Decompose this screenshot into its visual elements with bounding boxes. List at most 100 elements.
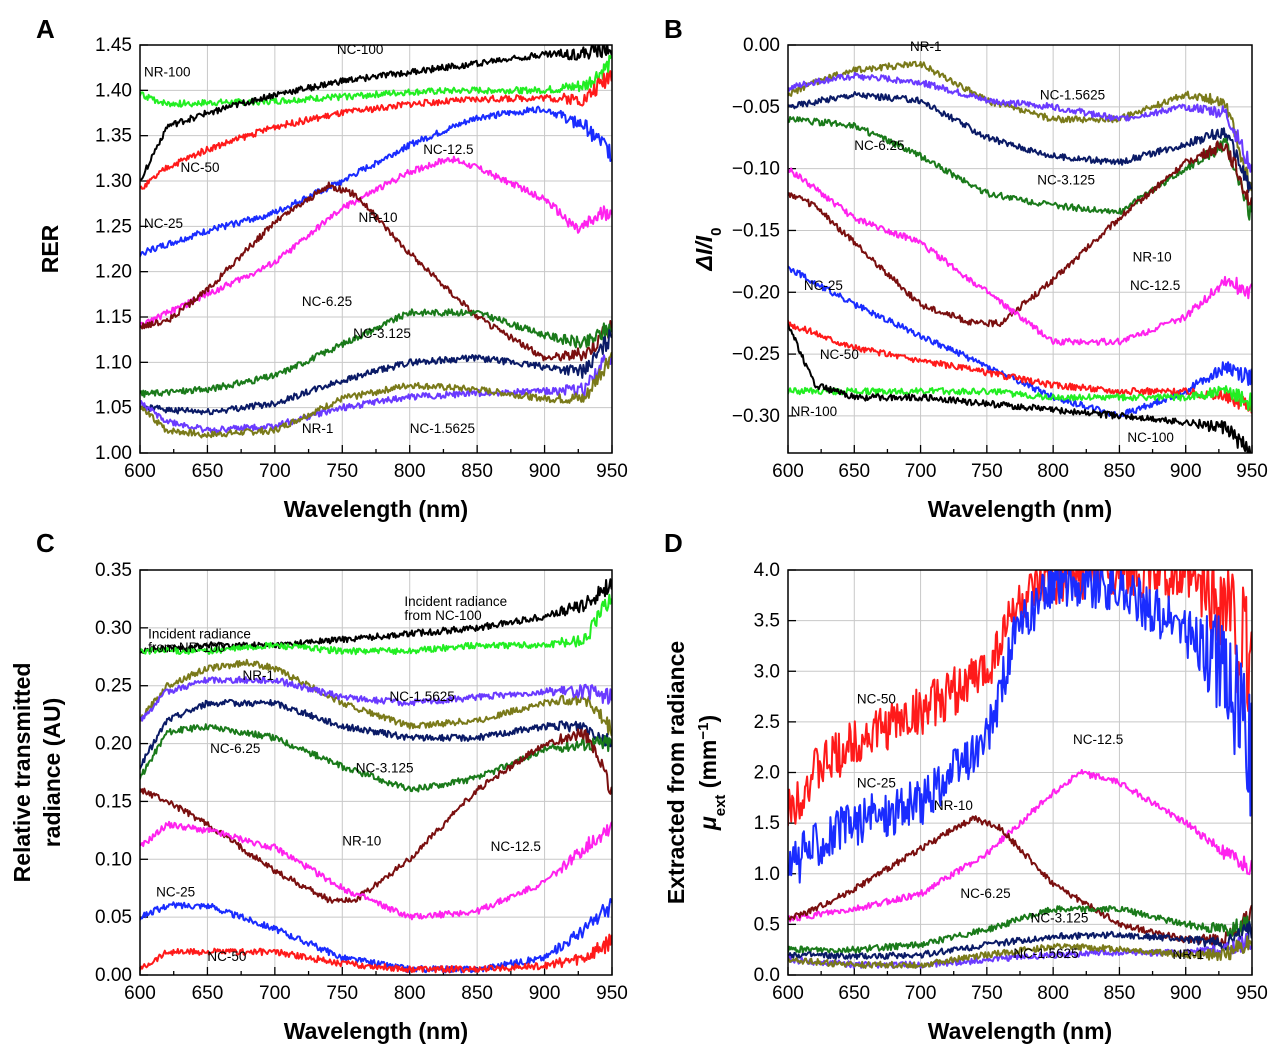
y-tick-label: 0.30 [95, 618, 132, 639]
y-tick-label: 3.5 [754, 611, 780, 632]
annotation-label: NR-1 [242, 668, 274, 683]
x-tick-label: 750 [326, 461, 358, 482]
annotation-label: NR-10 [1133, 249, 1172, 264]
chart-panel-b: 600 650 700 750 800 850 900 950 0.00 −0.05 −0.10 −0… [691, 35, 1268, 522]
annotation-label: NR-100 [144, 65, 191, 80]
series-line-nr-1 [788, 60, 1252, 192]
x-tick-label: 700 [905, 983, 937, 1004]
series-line-nc-50 [788, 319, 1252, 414]
annotation-label: NC-3.125 [1031, 910, 1089, 925]
annotation-label: NC-100 [1127, 430, 1174, 445]
series-line-incident-radiance-from-nc-100 [140, 578, 612, 654]
x-tick-label: 700 [259, 461, 291, 482]
x-axis-title: Wavelength (nm) [928, 496, 1112, 522]
y-axis-title-line: Relative transmitted [9, 663, 35, 883]
annotation-label: NC-12.5 [491, 839, 541, 854]
series-line-nc-6-25 [140, 308, 612, 398]
series-line-nc-3-125 [788, 91, 1252, 193]
y-tick-label: 0.05 [95, 907, 132, 928]
x-tick-label: 650 [838, 461, 870, 482]
series-line-nc-3-125 [140, 329, 612, 416]
annotation-label: NC-12.5 [1073, 732, 1123, 747]
y-tick-label: 1.5 [754, 813, 780, 834]
series-line-nc-6-25 [788, 116, 1252, 221]
y-tick-label: 0.25 [95, 676, 132, 697]
x-tick-label: 800 [1037, 983, 1069, 1004]
x-tick-label: 900 [529, 461, 561, 482]
annotation-label: NR-10 [358, 210, 397, 225]
annotation-label: from NC-100 [404, 608, 481, 623]
x-axis-title: Wavelength (nm) [284, 496, 468, 522]
y-tick-label: 2.5 [754, 712, 780, 733]
y-tick-label: 0.5 [754, 914, 780, 935]
y-tick-label: 0.00 [95, 965, 132, 986]
annotation-label: NC-50 [857, 692, 896, 707]
series-line-nc-25 [140, 105, 612, 258]
annotation-label: NR-1 [302, 421, 334, 436]
annotation-label: NC-25 [804, 278, 843, 293]
annotation-label: NC-12.5 [1130, 278, 1180, 293]
plot-frame [787, 569, 1253, 976]
annotation-label: Incident radiance [404, 594, 507, 609]
panel-letter-d: D [664, 528, 683, 558]
x-tick-label: 900 [1170, 461, 1202, 482]
x-tick-label: 900 [529, 983, 561, 1004]
annotation-label: NC-3.125 [353, 326, 411, 341]
x-tick-label: 700 [905, 461, 937, 482]
x-tick-label: 600 [124, 461, 156, 482]
annotation-label: NR-1 [1172, 947, 1204, 962]
x-tick-label: 800 [394, 983, 426, 1004]
y-axis-title-line: μext (mm−1) [695, 715, 729, 831]
y-tick-label: 1.10 [95, 352, 132, 373]
annotation-label: NC-12.5 [423, 142, 473, 157]
y-tick-label: 1.00 [95, 443, 132, 464]
annotation-label: NC-25 [156, 884, 195, 899]
y-tick-label: −0.20 [732, 282, 780, 303]
plot-frame [787, 44, 1253, 454]
series-line-nc-12-5 [140, 155, 612, 329]
panel-letter-a: A [36, 14, 55, 44]
y-tick-label: 0.15 [95, 791, 132, 812]
annotation-label: NC-6.25 [302, 294, 352, 309]
series-line-nc-6-25 [788, 905, 1252, 954]
x-tick-label: 650 [192, 983, 224, 1004]
annotation-label: NC-6.25 [854, 138, 904, 153]
y-tick-label: −0.25 [732, 344, 780, 365]
y-tick-label: 2.0 [754, 763, 780, 784]
series-line-nc-100 [788, 323, 1252, 453]
annotation-label: Incident radiance [148, 626, 251, 641]
y-tick-label: 0.20 [95, 734, 132, 755]
x-tick-label: 800 [1037, 461, 1069, 482]
x-tick-label: 850 [1104, 461, 1136, 482]
x-tick-label: 950 [1236, 461, 1268, 482]
chart-panel-c: 600 650 700 750 800 850 900 950 0.00 0.05 0.10 0.15… [9, 560, 628, 1044]
y-tick-label: 1.05 [95, 398, 132, 419]
chart-panel-a: 600 650 700 750 800 850 900 950 1.00 1.05 1.10 1.15… [37, 35, 628, 522]
series-line-nc-50 [788, 570, 1252, 827]
x-tick-label: 750 [971, 461, 1003, 482]
series-line-nr-1 [788, 935, 1252, 969]
series-line-nr-1 [140, 658, 612, 737]
series-line-nr-100 [788, 385, 1252, 413]
y-tick-label: 1.30 [95, 171, 132, 192]
y-tick-label: 1.45 [95, 35, 132, 56]
x-tick-label: 600 [772, 983, 804, 1004]
y-tick-label: −0.10 [732, 159, 780, 180]
y-tick-label: 3.0 [754, 661, 780, 682]
series-line-nc-12-5 [788, 769, 1252, 923]
series-line-nr-10 [788, 815, 1252, 947]
y-axis-title: RER [37, 224, 63, 273]
series-line-nc-50 [140, 933, 612, 974]
y-tick-label: 1.35 [95, 126, 132, 147]
series-line-nc-25 [788, 570, 1252, 884]
x-tick-label: 950 [596, 983, 628, 1004]
annotation-label: NR-1 [910, 39, 942, 54]
y-axis-title-line: radiance (AU) [39, 698, 65, 848]
annotation-label: NC-1.5625 [1040, 87, 1105, 102]
series-line-nr-100 [140, 53, 612, 108]
series-line-nc-1-5625 [140, 675, 612, 722]
series-line-nc-12-5 [788, 167, 1252, 346]
annotation-label: NC-3.125 [356, 761, 414, 776]
x-tick-label: 700 [259, 983, 291, 1004]
